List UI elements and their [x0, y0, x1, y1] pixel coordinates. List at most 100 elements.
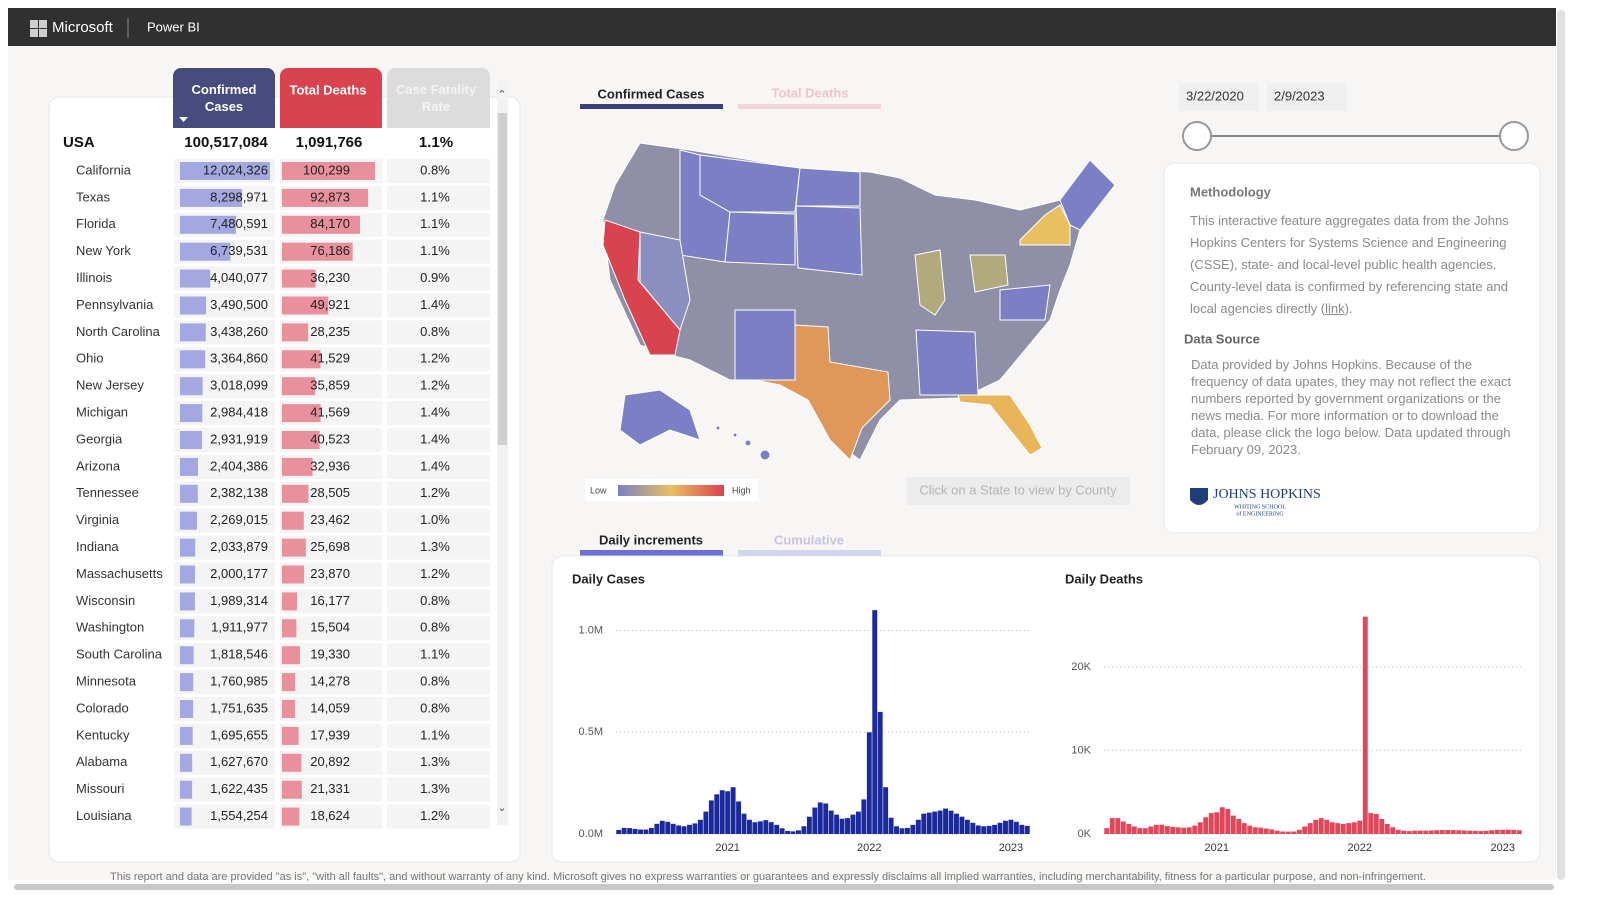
state-name[interactable]: Louisiana: [76, 808, 132, 823]
death-bar: [282, 673, 296, 692]
date-box[interactable]: [1179, 83, 1259, 111]
map-tab[interactable]: Confirmed Cases: [598, 86, 705, 101]
scroll-thumb[interactable]: [498, 113, 507, 445]
state[interactable]: [795, 205, 863, 276]
state-name[interactable]: Washington: [76, 620, 144, 635]
v-scrollbar[interactable]: [1557, 10, 1565, 880]
state-name[interactable]: Ohio: [76, 351, 103, 366]
sort-arrow[interactable]: [179, 117, 188, 122]
state-name[interactable]: Alabama: [76, 754, 128, 769]
start-date[interactable]: 3/22/2020: [1186, 88, 1244, 103]
state-name[interactable]: North Carolina: [76, 324, 161, 339]
cfr-value: 1.2%: [420, 378, 450, 393]
column-header[interactable]: Case Fatality Rate: [396, 82, 477, 114]
y-tick-label: 10K: [1071, 744, 1091, 756]
state-name[interactable]: Florida: [76, 216, 117, 231]
date-box[interactable]: [1267, 83, 1347, 111]
end-date[interactable]: 2/9/2023: [1274, 88, 1325, 103]
slider-handle[interactable]: [1499, 121, 1529, 151]
state[interactable]: [754, 324, 891, 461]
cell-bg: [387, 750, 490, 775]
death-value: 20,892: [310, 754, 350, 769]
state[interactable]: [1019, 204, 1071, 246]
scroll-up[interactable]: ⌃: [497, 89, 506, 101]
bar: [1241, 823, 1247, 834]
cfr-value: 0.9%: [420, 270, 450, 285]
col-header-bg[interactable]: [173, 68, 275, 128]
state-name[interactable]: Tennessee: [76, 485, 139, 500]
map-tab[interactable]: Total Deaths: [771, 85, 848, 100]
death-value: 14,278: [310, 674, 350, 689]
state-name[interactable]: Illinois: [76, 270, 113, 285]
bar: [1329, 822, 1335, 834]
slider-handle[interactable]: [1182, 121, 1212, 151]
brand: Microsoft: [52, 19, 114, 36]
scrollbar[interactable]: [497, 80, 508, 825]
bar: [1335, 823, 1341, 834]
bar: [910, 824, 916, 834]
state-name[interactable]: Kentucky: [76, 727, 130, 742]
state[interactable]: [602, 219, 681, 356]
jhu-logo[interactable]: JOHNS HOPKINS WHITING SCHOOL of ENGINEER…: [1190, 487, 1321, 517]
product[interactable]: Power BI: [147, 19, 200, 34]
bar: [801, 826, 807, 834]
state-name[interactable]: New Jersey: [76, 378, 144, 393]
link[interactable]: link: [1325, 301, 1345, 316]
cell-bg: [387, 777, 490, 802]
bar: [1230, 815, 1236, 834]
bar: [959, 816, 965, 834]
h-scrollbar[interactable]: [14, 884, 1554, 890]
state-name[interactable]: Indiana: [76, 539, 119, 554]
bar: [714, 794, 720, 834]
state-name[interactable]: Michigan: [76, 405, 128, 420]
col-header-bg[interactable]: [280, 68, 382, 128]
death-value: 49,921: [310, 297, 350, 312]
state-name[interactable]: Missouri: [76, 781, 125, 796]
state-name[interactable]: Pennsylvania: [76, 297, 154, 312]
state-name[interactable]: New York: [76, 243, 131, 258]
state-name[interactable]: Texas: [76, 189, 110, 204]
state[interactable]: [734, 309, 796, 381]
bar: [1516, 830, 1522, 834]
cell-bg: [387, 374, 490, 399]
state-name[interactable]: Wisconsin: [76, 593, 135, 608]
column-header[interactable]: Confirmed Cases: [192, 82, 257, 114]
state[interactable]: [724, 211, 796, 266]
bar: [768, 822, 774, 834]
state[interactable]: [969, 254, 1009, 293]
cell-bg: [387, 347, 490, 372]
state[interactable]: [795, 167, 861, 207]
state-name[interactable]: South Carolina: [76, 647, 163, 662]
bar: [1269, 829, 1275, 834]
logo-sub[interactable]: WHITING SCHOOL: [1234, 504, 1286, 510]
logo-sub[interactable]: of ENGINEERING: [1236, 510, 1284, 517]
logo-text[interactable]: JOHNS HOPKINS: [1213, 487, 1321, 502]
state-name[interactable]: Georgia: [76, 431, 123, 446]
scroll-down[interactable]: ⌄: [497, 802, 506, 814]
state-name[interactable]: California: [76, 162, 132, 177]
state-name[interactable]: Massachusetts: [76, 566, 163, 581]
state[interactable]: [639, 231, 691, 332]
bar: [1126, 823, 1132, 834]
state[interactable]: [699, 154, 801, 213]
bar: [970, 822, 976, 834]
state[interactable]: [619, 389, 701, 446]
state[interactable]: [999, 284, 1051, 321]
trend-tab[interactable]: Daily increments: [599, 532, 703, 547]
bar: [1351, 822, 1357, 834]
state[interactable]: [915, 329, 979, 396]
state[interactable]: [957, 394, 1043, 456]
trend-tab[interactable]: Cumulative: [774, 532, 844, 547]
bar: [719, 790, 725, 834]
bar: [981, 826, 987, 834]
state-name[interactable]: Arizona: [76, 458, 121, 473]
col-header-bg[interactable]: [387, 68, 490, 128]
column-header[interactable]: Total Deaths: [289, 82, 366, 97]
bar: [1024, 825, 1030, 834]
state-name[interactable]: Colorado: [76, 700, 129, 715]
state-name[interactable]: Virginia: [76, 512, 120, 527]
state[interactable]: [914, 249, 946, 316]
state-name[interactable]: Minnesota: [76, 674, 137, 689]
bar: [1318, 818, 1324, 834]
bar: [1461, 830, 1467, 834]
